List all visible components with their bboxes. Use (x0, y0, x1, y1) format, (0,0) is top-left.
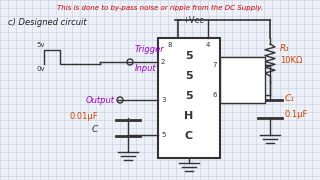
Text: C: C (185, 131, 193, 141)
Text: 4: 4 (206, 42, 210, 48)
Text: 10KΩ: 10KΩ (280, 55, 302, 64)
Text: Input: Input (135, 64, 156, 73)
Text: 0.01μF: 0.01μF (69, 111, 98, 120)
Bar (220, 57, 265, 103)
Text: 8: 8 (168, 42, 172, 48)
Text: 0.1μF: 0.1μF (285, 109, 308, 118)
Text: H: H (184, 111, 194, 121)
Text: 5: 5 (161, 132, 165, 138)
Text: 5: 5 (185, 71, 193, 81)
Text: C: C (92, 125, 98, 134)
Text: Trigger: Trigger (135, 45, 165, 54)
Text: This is done to by-pass noise or ripple from the DC Supply.: This is done to by-pass noise or ripple … (57, 5, 263, 11)
Text: 0v: 0v (36, 66, 44, 72)
Bar (158, 38, 220, 158)
Text: 5: 5 (185, 91, 193, 101)
Text: C₁: C₁ (285, 93, 295, 102)
Text: R₁: R₁ (280, 44, 290, 53)
Text: Output: Output (86, 96, 115, 105)
Text: 5v: 5v (36, 42, 44, 48)
Text: 3: 3 (161, 97, 165, 103)
Text: 6: 6 (212, 92, 217, 98)
Text: 7: 7 (212, 62, 217, 68)
Text: c) Designed circuit: c) Designed circuit (8, 18, 87, 27)
Text: 2: 2 (161, 59, 165, 65)
Text: 5: 5 (185, 51, 193, 61)
Text: +Vcc: +Vcc (182, 15, 204, 24)
